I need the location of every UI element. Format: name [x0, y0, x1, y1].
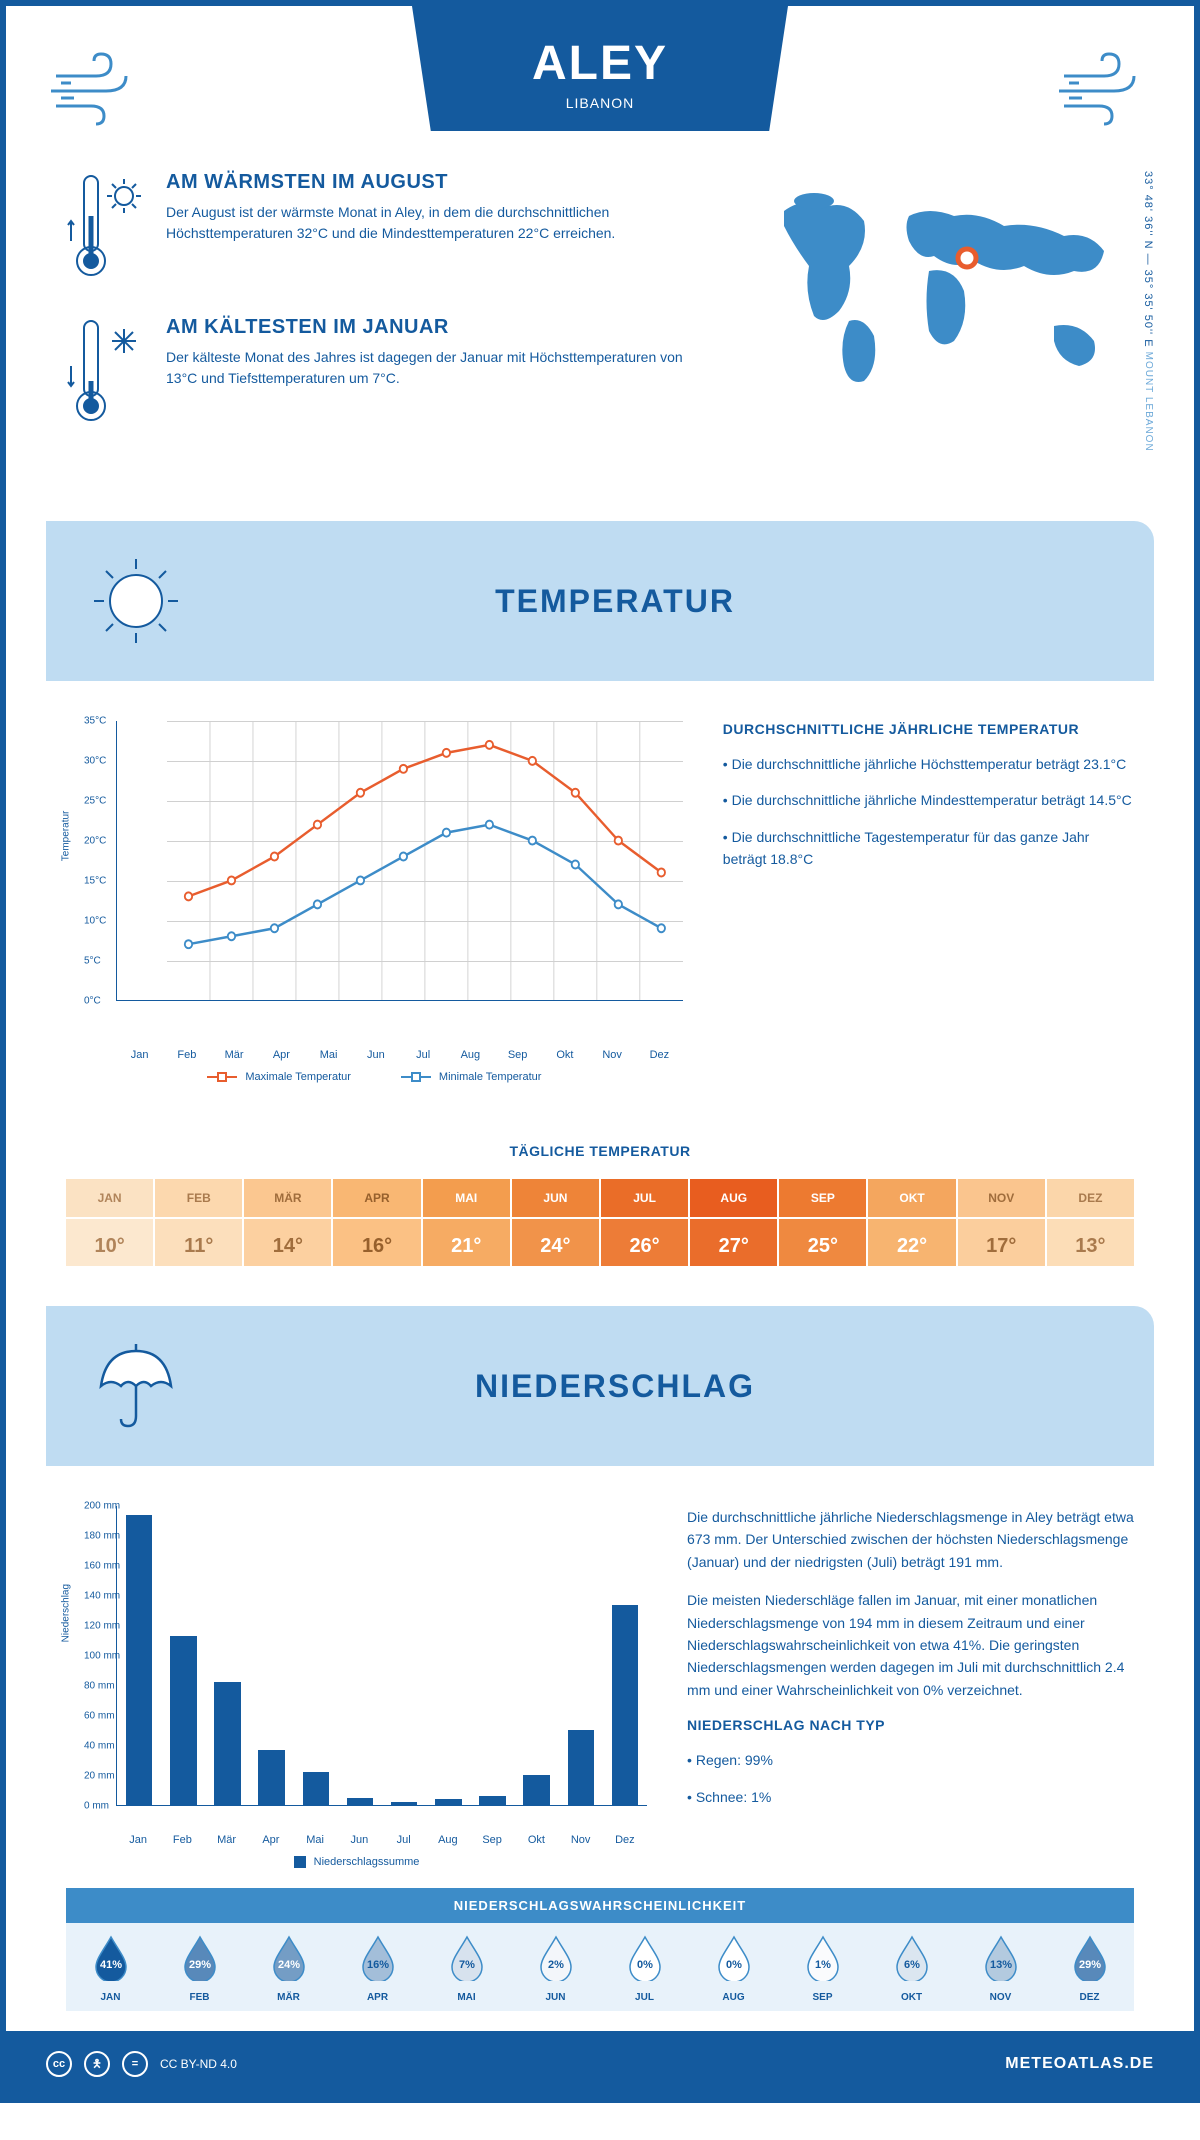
svg-text:6%: 6%	[904, 1959, 920, 1971]
svg-text:1%: 1%	[815, 1959, 831, 1971]
page-title: ALEY	[532, 36, 668, 91]
daily-temp-value: 10°	[66, 1219, 153, 1266]
prob-cell: 16%APR	[333, 1923, 422, 2011]
precip-paragraph: Die durchschnittliche jährliche Niedersc…	[687, 1506, 1134, 1573]
page-subtitle: LIBANON	[532, 95, 668, 111]
coldest-title: AM KÄLTESTEN IM JANUAR	[166, 316, 714, 339]
precip-type-heading: NIEDERSCHLAG NACH TYP	[687, 1717, 1134, 1733]
wind-icon-right	[1054, 46, 1154, 131]
daily-temp-value: 26°	[601, 1219, 688, 1266]
temperature-line-chart: Temperatur 0°C5°C10°C15°C20°C25°C30°C35°…	[66, 721, 683, 1041]
precip-type-bullet: • Regen: 99%	[687, 1749, 1134, 1771]
daily-temp-value: 16°	[333, 1219, 420, 1266]
daily-temp-table: JANFEBMÄRAPRMAIJUNJULAUGSEPOKTNOVDEZ10°1…	[66, 1179, 1134, 1266]
svg-text:13%: 13%	[989, 1959, 1011, 1971]
daily-temp-value: 13°	[1047, 1219, 1134, 1266]
precipitation-bar-chart: Niederschlag 0 mm20 mm40 mm60 mm80 mm100…	[66, 1506, 647, 1826]
intro-section: AM WÄRMSTEN IM AUGUST Der August ist der…	[6, 131, 1194, 501]
daily-temp-month: JAN	[66, 1179, 153, 1217]
svg-text:24%: 24%	[277, 1959, 299, 1971]
legend-max-temp: Maximale Temperatur	[207, 1071, 351, 1083]
daily-temp-month: SEP	[779, 1179, 866, 1217]
daily-temp-month: MÄR	[244, 1179, 331, 1217]
daily-temp-month: OKT	[868, 1179, 955, 1217]
svg-text:0%: 0%	[637, 1959, 653, 1971]
avg-temp-bullet: • Die durchschnittliche Tagestemperatur …	[723, 826, 1134, 871]
temperature-title: TEMPERATUR	[116, 583, 1114, 620]
header: ALEY LIBANON	[6, 6, 1194, 131]
credit-text: METEOATLAS.DE	[1005, 2055, 1154, 2073]
prob-cell: 6%OKT	[867, 1923, 956, 2011]
daily-temp-value: 14°	[244, 1219, 331, 1266]
prob-cell: 13%NOV	[956, 1923, 1045, 2011]
prob-cell: 0%AUG	[689, 1923, 778, 2011]
avg-temp-bullet: • Die durchschnittliche jährliche Höchst…	[723, 753, 1134, 775]
svg-text:2%: 2%	[548, 1959, 564, 1971]
prob-cell: 24%MÄR	[244, 1923, 333, 2011]
coldest-block: AM KÄLTESTEN IM JANUAR Der kälteste Mona…	[66, 316, 714, 431]
svg-text:0%: 0%	[726, 1959, 742, 1971]
prob-cell: 0%JUL	[600, 1923, 689, 2011]
daily-temp-month: APR	[333, 1179, 420, 1217]
legend-precip-sum: Niederschlagssumme	[294, 1856, 420, 1868]
svg-text:16%: 16%	[366, 1959, 388, 1971]
coordinates: 33° 48' 36'' N — 35° 35' 50'' E MOUNT LE…	[1142, 171, 1154, 452]
prob-cell: 7%MAI	[422, 1923, 511, 2011]
thermometer-snow-icon	[66, 316, 146, 431]
daily-temp-value: 22°	[868, 1219, 955, 1266]
precipitation-banner: NIEDERSCHLAG	[46, 1306, 1154, 1466]
daily-temp-month: NOV	[958, 1179, 1045, 1217]
prob-cell: 41%JAN	[66, 1923, 155, 2011]
thermometer-sun-icon	[66, 171, 146, 286]
prob-cell: 2%JUN	[511, 1923, 600, 2011]
temperature-banner: TEMPERATUR	[46, 521, 1154, 681]
cc-icon: cc	[46, 2051, 72, 2077]
daily-temp-value: 27°	[690, 1219, 777, 1266]
daily-temp-value: 17°	[958, 1219, 1045, 1266]
world-map	[754, 171, 1134, 391]
daily-temp-month: AUG	[690, 1179, 777, 1217]
daily-temp-month: DEZ	[1047, 1179, 1134, 1217]
prob-cell: 29%DEZ	[1045, 1923, 1134, 2011]
footer: cc 🯅 = CC BY-ND 4.0 METEOATLAS.DE	[6, 2031, 1194, 2097]
legend-min-temp: Minimale Temperatur	[401, 1071, 542, 1083]
coldest-text: Der kälteste Monat des Jahres ist dagege…	[166, 347, 714, 389]
svg-text:7%: 7%	[459, 1959, 475, 1971]
precip-paragraph: Die meisten Niederschläge fallen im Janu…	[687, 1589, 1134, 1701]
precipitation-title: NIEDERSCHLAG	[116, 1368, 1114, 1405]
daily-temp-value: 24°	[512, 1219, 599, 1266]
daily-temp-value: 21°	[423, 1219, 510, 1266]
svg-text:41%: 41%	[99, 1959, 121, 1971]
nd-icon: =	[122, 2051, 148, 2077]
daily-temp-value: 11°	[155, 1219, 242, 1266]
daily-temp-value: 25°	[779, 1219, 866, 1266]
avg-temp-bullet: • Die durchschnittliche jährliche Mindes…	[723, 789, 1134, 811]
by-icon: 🯅	[84, 2051, 110, 2077]
avg-temp-heading: DURCHSCHNITTLICHE JÄHRLICHE TEMPERATUR	[723, 721, 1134, 737]
daily-temp-title: TÄGLICHE TEMPERATUR	[6, 1143, 1194, 1159]
prob-title: NIEDERSCHLAGSWAHRSCHEINLICHKEIT	[66, 1888, 1134, 1923]
warmest-title: AM WÄRMSTEN IM AUGUST	[166, 171, 714, 194]
warmest-block: AM WÄRMSTEN IM AUGUST Der August ist der…	[66, 171, 714, 286]
svg-text:29%: 29%	[1078, 1959, 1100, 1971]
prob-cell: 29%FEB	[155, 1923, 244, 2011]
daily-temp-month: JUL	[601, 1179, 688, 1217]
precipitation-probability-panel: NIEDERSCHLAGSWAHRSCHEINLICHKEIT 41%JAN29…	[66, 1888, 1134, 2011]
prob-cell: 1%SEP	[778, 1923, 867, 2011]
wind-icon-left	[46, 46, 146, 131]
svg-text:29%: 29%	[188, 1959, 210, 1971]
daily-temp-month: FEB	[155, 1179, 242, 1217]
warmest-text: Der August ist der wärmste Monat in Aley…	[166, 202, 714, 244]
daily-temp-month: MAI	[423, 1179, 510, 1217]
precip-type-bullet: • Schnee: 1%	[687, 1786, 1134, 1808]
license-text: CC BY-ND 4.0	[160, 2057, 237, 2071]
daily-temp-month: JUN	[512, 1179, 599, 1217]
